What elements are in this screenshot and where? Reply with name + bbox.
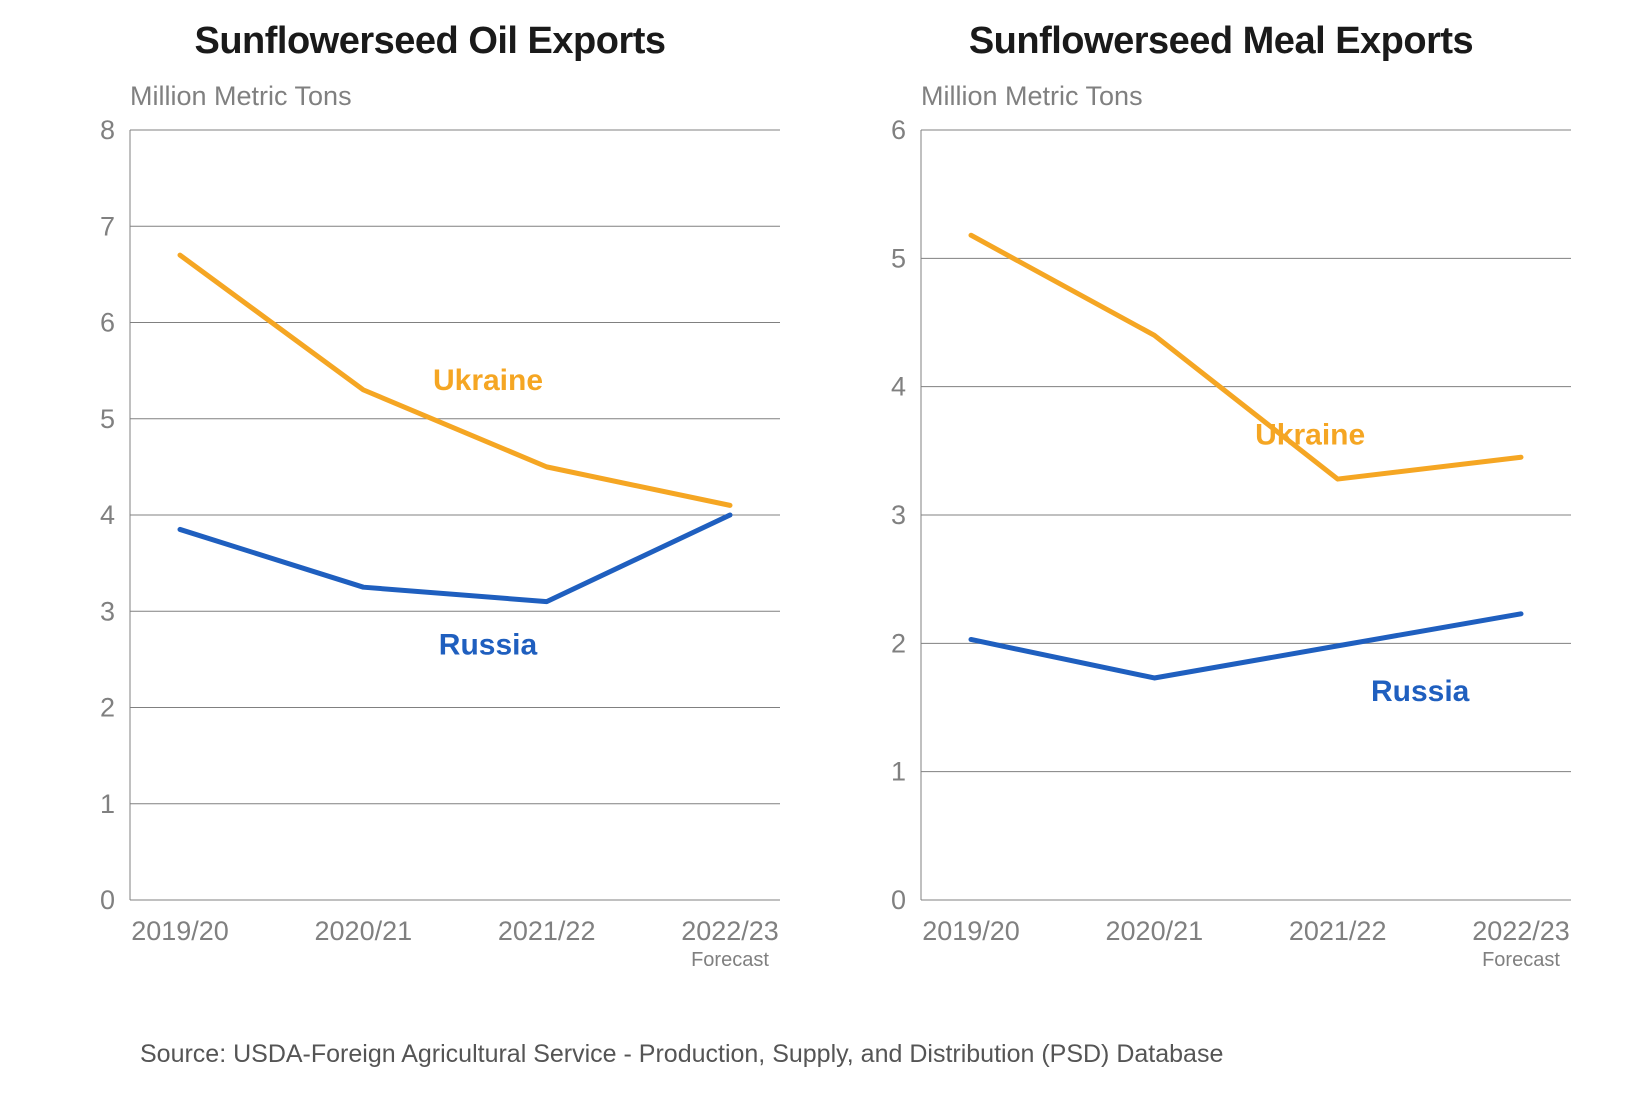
y-tick-label: 6 — [891, 120, 906, 145]
y-tick-label: 0 — [100, 885, 115, 915]
y-tick-label: 7 — [100, 211, 115, 241]
panel-meal: Sunflowerseed Meal Exports Million Metri… — [851, 20, 1591, 1000]
panel-meal-svg: 0 1 2 3 4 5 6 Ukraine Russia 2019/20 2020/21 2021/2… — [851, 120, 1591, 1000]
y-tick-label: 5 — [891, 243, 906, 273]
x-tick-label: 2020/21 — [315, 916, 413, 946]
x-tick-label: 2020/21 — [1106, 916, 1204, 946]
x-tick-label: 2021/22 — [498, 916, 596, 946]
charts-row: Sunflowerseed Oil Exports Million Metric… — [0, 0, 1651, 1000]
series-line-russia — [180, 515, 730, 602]
y-tick-label: 2 — [891, 628, 906, 658]
y-tick-label: 1 — [100, 789, 115, 819]
y-tick-label: 3 — [100, 596, 115, 626]
x-tick-label: 2022/23 — [681, 916, 779, 946]
y-tick-label: 5 — [100, 404, 115, 434]
x-tick-label: 2022/23 — [1472, 916, 1570, 946]
panel-oil: Sunflowerseed Oil Exports Million Metric… — [60, 20, 800, 1000]
series-label-ukraine: Ukraine — [433, 364, 543, 397]
x-tick-label: 2019/20 — [131, 916, 229, 946]
figure-root: Sunflowerseed Oil Exports Million Metric… — [0, 0, 1651, 1106]
y-tick-label: 4 — [891, 372, 906, 402]
y-tick-label: 3 — [891, 500, 906, 530]
y-tick-label: 8 — [100, 120, 115, 145]
series-label-russia: Russia — [439, 629, 538, 662]
series-label-russia: Russia — [1371, 675, 1470, 708]
series-label-ukraine: Ukraine — [1255, 418, 1365, 451]
series-line-ukraine — [971, 235, 1521, 479]
y-tick-label: 4 — [100, 500, 115, 530]
y-tick-label: 0 — [891, 885, 906, 915]
forecast-label: Forecast — [691, 949, 769, 971]
panel-meal-plot-wrap: 0 1 2 3 4 5 6 Ukraine Russia 2019/20 2020/21 2021/2… — [851, 120, 1591, 1000]
panel-oil-plot-wrap: 0 1 2 3 4 5 6 7 8 Ukraine Russia 2019/20 2020/21 2021… — [60, 120, 800, 1000]
x-tick-label: 2021/22 — [1289, 916, 1387, 946]
figure-source-note: Source: USDA-Foreign Agricultural Servic… — [140, 1040, 1651, 1069]
panel-oil-svg: 0 1 2 3 4 5 6 7 8 Ukraine Russia 2019/20 2020/21 2021… — [60, 120, 800, 1000]
y-tick-label: 2 — [100, 693, 115, 723]
forecast-label: Forecast — [1482, 949, 1560, 971]
x-tick-label: 2019/20 — [922, 916, 1020, 946]
y-tick-label: 6 — [100, 308, 115, 338]
panel-meal-yaxis-title: Million Metric Tons — [921, 81, 1591, 112]
panel-oil-yaxis-title: Million Metric Tons — [130, 81, 800, 112]
panel-meal-title: Sunflowerseed Meal Exports — [851, 20, 1591, 63]
series-line-russia — [971, 614, 1521, 678]
panel-oil-title: Sunflowerseed Oil Exports — [60, 20, 800, 63]
y-tick-label: 1 — [891, 757, 906, 787]
